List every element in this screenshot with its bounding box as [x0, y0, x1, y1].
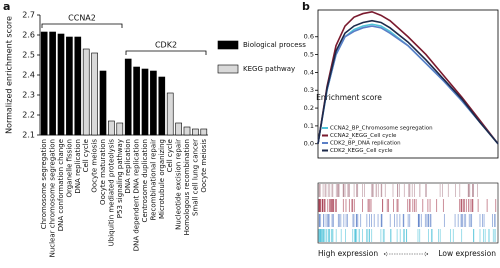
- legend-label: CCNA2_BP_Chromosome segregation: [330, 126, 433, 132]
- x-tick-label: Oocyte maturation: [99, 139, 107, 205]
- es-curve: [317, 19, 499, 145]
- group-label: CCNA2: [68, 14, 96, 23]
- bar: [82, 48, 90, 136]
- bar: [200, 128, 208, 136]
- x-tick-label: DNA replication: [124, 139, 132, 194]
- bar: [49, 31, 56, 136]
- y-tick-label: 0.5: [304, 51, 314, 59]
- panel-label: a: [3, 0, 10, 13]
- direction-arrow: [383, 251, 429, 257]
- legend-label: CDK2_KEGG_Cell cycle: [330, 148, 393, 154]
- panel-label: b: [302, 0, 310, 13]
- y-tick-label: 0.1: [304, 122, 314, 130]
- group-bracket: [125, 50, 207, 55]
- y-tick-label: 2.4: [22, 71, 35, 80]
- bar: [158, 76, 166, 136]
- x-label-left: High expression: [318, 249, 378, 258]
- x-tick-label: Cell cycle: [82, 139, 90, 172]
- x-tick-label: Microtubule organizing: [158, 139, 166, 219]
- y-tick-label: 0.4: [304, 68, 314, 76]
- x-label-right: Low expression: [438, 249, 496, 258]
- bar: [141, 68, 149, 136]
- x-tick-label: Recombinational repair: [149, 139, 157, 220]
- bar: [116, 122, 124, 136]
- legend-swatch: [217, 64, 239, 74]
- y-tick-label: 2.6: [22, 31, 35, 40]
- x-tick-label: Centrosome duplication: [141, 139, 149, 222]
- x-tick-label: Small cell lung cancer: [191, 139, 199, 216]
- group-label: CDK2: [155, 41, 177, 50]
- bar: [133, 66, 140, 136]
- x-tick-label: Homologous recombination: [183, 139, 191, 235]
- x-tick-label: Cell cycle: [166, 139, 174, 172]
- y-tick-label: 0.6: [304, 33, 314, 41]
- group-bracket: [41, 23, 123, 28]
- x-tick-label: Nuclear chromosome segregation: [49, 139, 57, 257]
- bar: [74, 36, 82, 136]
- bar: [183, 126, 191, 136]
- legend-label: KEGG pathway: [243, 65, 295, 73]
- y-tick-label: 2.1: [22, 131, 35, 140]
- y-tick-label: 0.0: [304, 140, 314, 148]
- x-tick-label: Oocyte meiosis: [91, 139, 99, 193]
- bar: [91, 52, 98, 136]
- y-tick-label: 2.2: [22, 111, 35, 120]
- y-tick-label: 0.2: [304, 104, 314, 112]
- y-axis-label: Enrichment score: [316, 93, 382, 102]
- bar: [57, 33, 65, 136]
- es-curve: [317, 10, 499, 145]
- x-tick-label: DNA conformation change: [57, 139, 65, 231]
- bar: [108, 120, 115, 136]
- x-tick-label: Chromosome segregation: [40, 139, 48, 229]
- y-tick-label: 2.3: [22, 91, 35, 100]
- legend-label: Biological process: [243, 41, 306, 49]
- bar: [175, 122, 182, 136]
- y-axis-label: Normalized enrichment score: [5, 16, 14, 134]
- bar: [66, 36, 73, 136]
- x-tick-label: Oocyte meiosis: [200, 139, 208, 193]
- legend-label: CDK2_BP_DNA replication: [330, 141, 401, 147]
- y-tick-label: 2.7: [22, 11, 35, 20]
- x-tick-label: Ubiquitin mediated proteolysis: [107, 139, 115, 247]
- x-tick-label: Nucleotide excision repair: [175, 139, 183, 230]
- x-tick-label: P53 signaling pathway: [116, 139, 124, 218]
- es-curve: [317, 25, 499, 145]
- x-tick-label: DNA dependent DNA replication: [133, 139, 141, 251]
- plot-frame: [317, 9, 499, 159]
- legend-label: CCNA2_KEGG_Cell cycle: [330, 133, 397, 139]
- bar: [124, 58, 132, 136]
- bar: [99, 70, 107, 136]
- bar: [150, 70, 157, 136]
- legend-swatch: [217, 40, 239, 50]
- bar: [166, 92, 174, 136]
- x-tick-label: Organelle fission: [65, 139, 73, 198]
- bar: [40, 31, 48, 136]
- y-tick-label: 0.3: [304, 86, 314, 94]
- x-tick-label: DNA replication: [74, 139, 82, 194]
- y-tick-label: 2.5: [22, 51, 35, 60]
- bar: [192, 128, 199, 136]
